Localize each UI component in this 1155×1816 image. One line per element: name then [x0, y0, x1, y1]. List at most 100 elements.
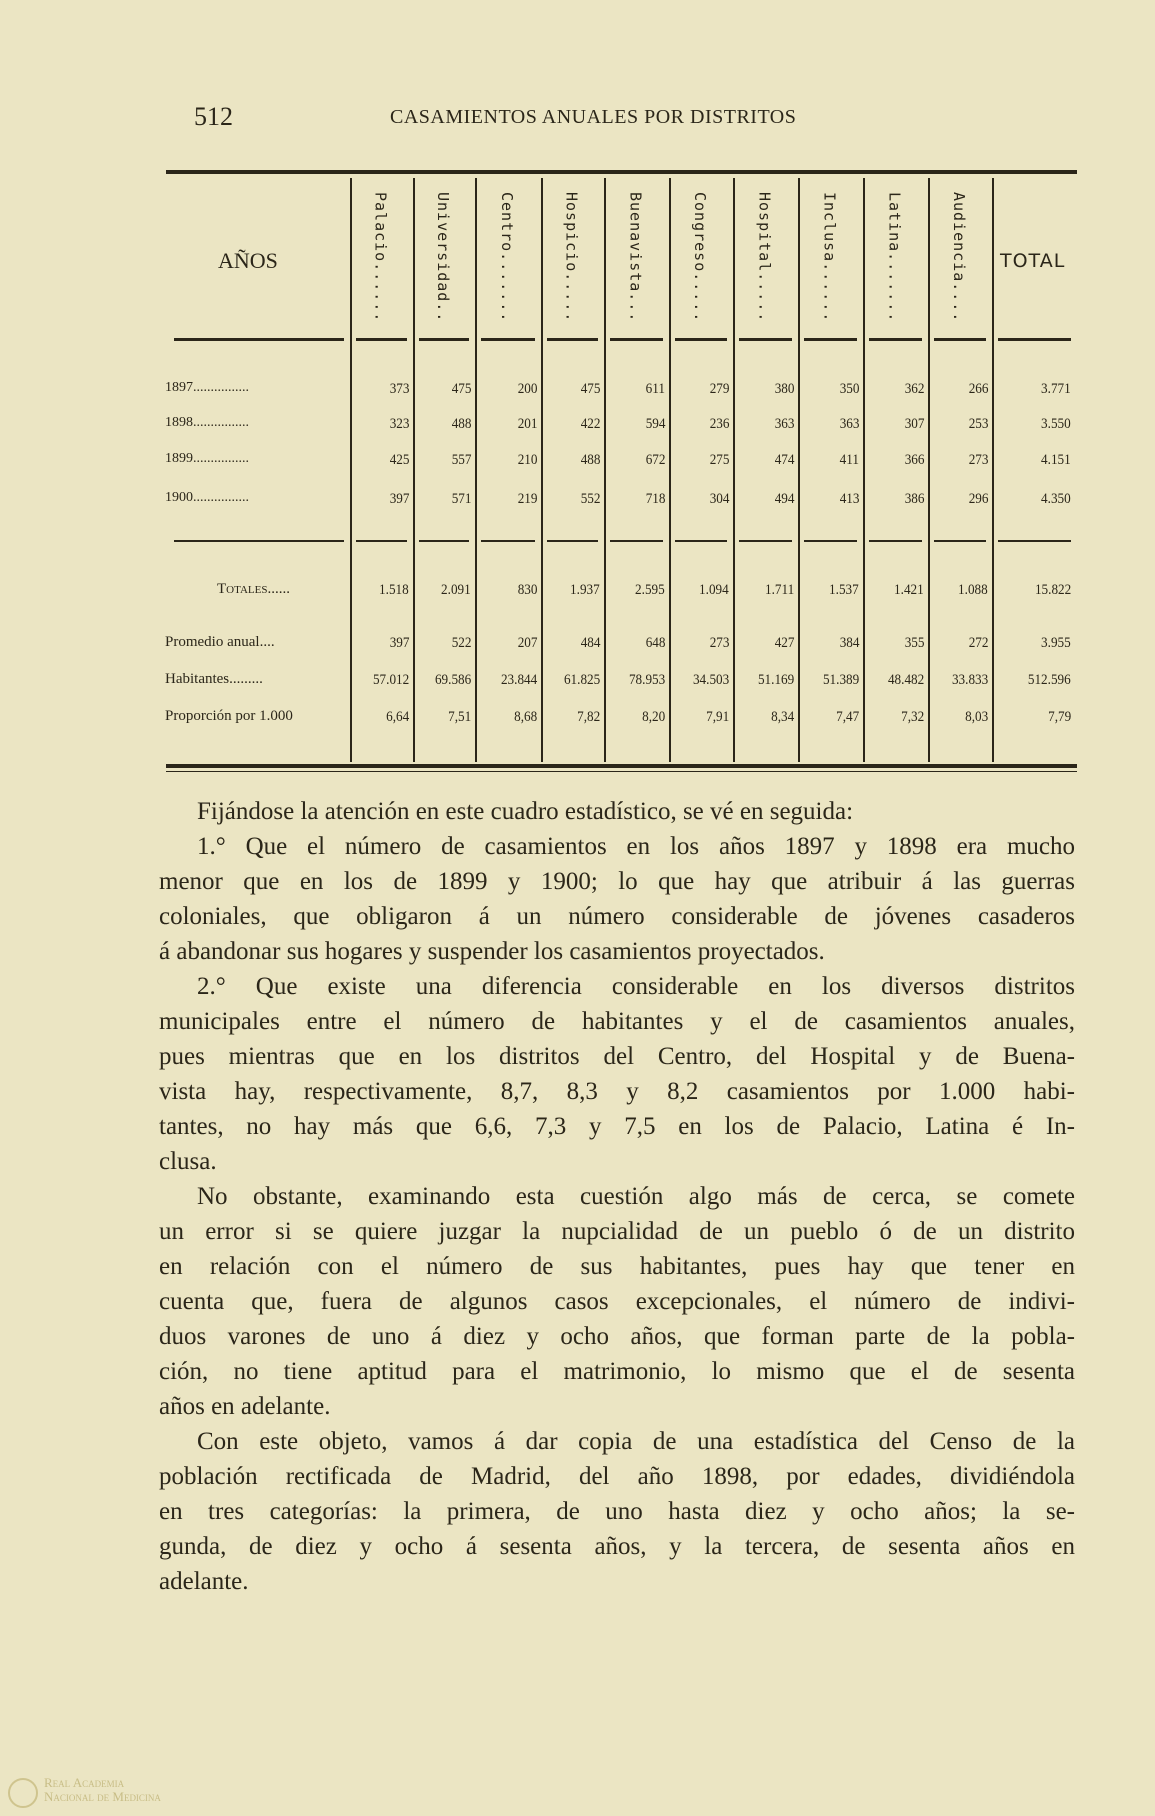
- totals-rule: [739, 540, 792, 542]
- district-header: Inclusa......: [820, 192, 839, 323]
- table-cell: 1.711: [764, 582, 794, 598]
- table-cell: 69.586: [434, 672, 471, 688]
- table-cell: 484: [580, 635, 600, 651]
- table-cell: 571: [451, 491, 471, 507]
- table-cell: 7,47: [835, 709, 859, 725]
- table-cell: 201: [517, 416, 537, 432]
- table-cell: 304: [709, 491, 729, 507]
- row-label: Proporción por 1.000: [165, 708, 293, 724]
- totals-rule: [174, 540, 344, 542]
- table-cell: 273: [709, 635, 729, 651]
- column-divider: [798, 178, 800, 762]
- table-cell: 23.844: [500, 672, 537, 688]
- totals-rule: [481, 540, 535, 542]
- totals-rule: [675, 540, 727, 542]
- header-underline: [481, 338, 535, 341]
- column-divider: [541, 178, 543, 762]
- table-cell: 718: [645, 491, 665, 507]
- table-cell: 61.825: [563, 672, 600, 688]
- table-cell: 34.503: [692, 672, 729, 688]
- table-cell: 427: [774, 635, 794, 651]
- totals-rule: [356, 540, 407, 542]
- text-line: ción, no tiene aptitud para el matrimoni…: [159, 1358, 1075, 1385]
- table-bottom-rule-thin: [166, 771, 1077, 772]
- text-line: 2.° Que existe una diferencia considerab…: [197, 973, 1075, 1000]
- total-cell: 3.955: [1041, 635, 1071, 651]
- table-cell: 594: [645, 416, 665, 432]
- text-line: Con este objeto, vamos á dar copia de un…: [197, 1428, 1075, 1455]
- total-header: TOTAL: [1000, 250, 1066, 272]
- table-cell: 362: [904, 381, 924, 397]
- table-cell: 2.091: [441, 582, 471, 598]
- total-cell: 3.771: [1041, 381, 1071, 397]
- table-cell: 7,32: [900, 709, 924, 725]
- text-line: clusa.: [159, 1148, 217, 1175]
- column-divider: [928, 178, 930, 762]
- text-line: adelante.: [159, 1568, 249, 1595]
- running-title: CASAMIENTOS ANUALES POR DISTRITOS: [390, 106, 797, 128]
- header-underline: [804, 338, 857, 341]
- table-top-rule: [166, 170, 1077, 174]
- column-divider: [604, 178, 606, 762]
- district-header: Palacio......: [371, 192, 390, 323]
- table-cell: 413: [839, 491, 859, 507]
- column-divider: [992, 178, 994, 762]
- row-label: 1898................: [165, 415, 249, 430]
- table-cell: 6,64: [385, 709, 409, 725]
- text-line: población rectificada de Madrid, del año…: [159, 1463, 1075, 1490]
- table-cell: 425: [389, 452, 409, 468]
- row-label: Totales......: [217, 581, 290, 597]
- table-cell: 8,03: [964, 709, 988, 725]
- text-line: tantes, no hay más que 6,6, 7,3 y 7,5 en…: [159, 1113, 1075, 1140]
- table-cell: 488: [580, 452, 600, 468]
- district-header: Audiencia....: [950, 192, 968, 323]
- totals-rule: [804, 540, 857, 542]
- table-cell: 8,68: [513, 709, 537, 725]
- table-cell: 1.421: [894, 582, 924, 598]
- column-divider: [733, 178, 735, 762]
- header-underline: [998, 338, 1071, 341]
- table-cell: 830: [517, 582, 537, 598]
- table-cell: 557: [451, 452, 471, 468]
- text-line: menor que en los de 1899 y 1900; lo que …: [159, 868, 1075, 895]
- district-header: Buenavista...: [626, 192, 645, 323]
- table-cell: 1.937: [570, 582, 600, 598]
- academy-seal-icon: [8, 1778, 38, 1808]
- page-number: 512: [194, 102, 233, 131]
- header-underline: [610, 338, 663, 341]
- column-divider: [669, 178, 671, 762]
- district-header: Congreso.....: [691, 192, 709, 323]
- table-cell: 522: [451, 635, 471, 651]
- table-cell: 1.094: [699, 582, 729, 598]
- text-line: pues mientras que en los distritos del C…: [159, 1043, 1075, 1070]
- total-cell: 4.151: [1041, 452, 1071, 468]
- text-line: á abandonar sus hogares y suspender los …: [159, 938, 825, 965]
- table-cell: 648: [645, 635, 665, 651]
- table-cell: 366: [904, 452, 924, 468]
- table-cell: 552: [580, 491, 600, 507]
- header-underline: [356, 338, 407, 341]
- table-cell: 253: [968, 416, 988, 432]
- column-divider: [475, 178, 477, 762]
- totals-rule: [610, 540, 663, 542]
- table-cell: 363: [774, 416, 794, 432]
- text-line: duos varones de uno á diez y ocho años, …: [159, 1323, 1075, 1350]
- table-cell: 323: [389, 416, 409, 432]
- table-cell: 1.088: [958, 582, 988, 598]
- totals-rule: [934, 540, 986, 542]
- table-cell: 33.833: [951, 672, 988, 688]
- column-divider: [350, 178, 352, 762]
- watermark-line-2: Nacional de Medicina: [44, 1789, 161, 1804]
- table-cell: 273: [968, 452, 988, 468]
- totals-rule: [869, 540, 922, 542]
- text-line: años en adelante.: [159, 1393, 331, 1420]
- row-label: 1897................: [165, 380, 249, 395]
- district-header: Centro.......: [498, 192, 516, 323]
- header-underline: [869, 338, 922, 341]
- total-cell: 15.822: [1034, 582, 1071, 598]
- text-line: en relación con el número de sus habitan…: [159, 1253, 1075, 1280]
- table-cell: 219: [517, 491, 537, 507]
- text-line: coloniales, que obligaron á un número co…: [159, 903, 1075, 930]
- district-header: Universidad..: [434, 192, 452, 323]
- table-cell: 386: [904, 491, 924, 507]
